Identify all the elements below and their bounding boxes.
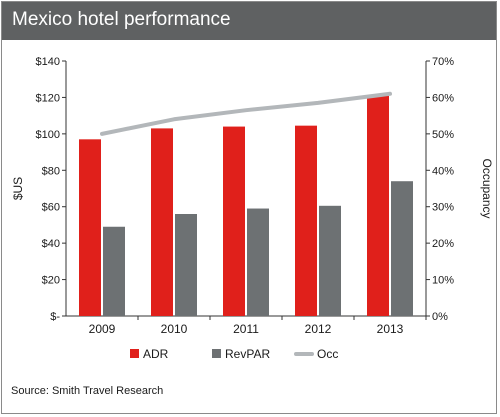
y-tick-label-left: $20	[42, 275, 60, 287]
legend-revpar-swatch	[212, 349, 221, 358]
x-tick-label: 2012	[305, 322, 332, 336]
y-tick-label-right: 50%	[432, 129, 454, 141]
y-tick-label-right: 20%	[432, 238, 454, 250]
y-axis-title-right: Occupancy	[480, 158, 494, 218]
bar-revpar-2010	[175, 214, 197, 316]
y-tick-label-left: $120	[36, 92, 60, 104]
bar-revpar-2009	[103, 226, 125, 316]
bar-revpar-2011	[247, 208, 269, 316]
bar-adr-2013	[367, 95, 389, 316]
bar-adr-2010	[151, 128, 173, 316]
line-occ	[100, 91, 392, 136]
y-tick-label-left: $80	[42, 165, 60, 177]
bar-revpar-2013	[391, 181, 413, 316]
bar-revpar-2012	[319, 205, 341, 316]
y-tick-label-left: $60	[42, 202, 60, 214]
y-tick-label-right: 60%	[432, 92, 454, 104]
x-tick-label: 2011	[233, 322, 259, 336]
bar-adr-2009	[79, 139, 101, 316]
bar-adr-2012	[295, 125, 317, 317]
y-axis-title-left: $US	[11, 177, 25, 200]
y-tick-label-right: 70%	[432, 56, 454, 68]
title-bar: Mexico hotel performance	[2, 2, 496, 40]
legend-adr-swatch	[130, 349, 139, 358]
legend-revpar-label: RevPAR	[225, 347, 270, 361]
y-tick-label-right: 40%	[432, 165, 454, 177]
chart-title: Mexico hotel performance	[12, 9, 231, 30]
y-tick-label-right: 10%	[432, 275, 454, 287]
y-tick-label-left: $100	[36, 129, 60, 141]
y-tick-label-right: 0%	[432, 311, 448, 323]
y-tick-label-left: $140	[36, 56, 60, 68]
legend-adr-label: ADR	[143, 347, 169, 361]
y-tick-label-right: 30%	[432, 202, 454, 214]
y-tick-label-left: $-	[50, 311, 60, 323]
source-note: Source: Smith Travel Research	[11, 385, 164, 397]
y-tick-label-left: $40	[42, 238, 60, 250]
bar-adr-2011	[223, 126, 245, 316]
x-tick-label: 2009	[89, 322, 116, 336]
x-tick-label: 2010	[161, 322, 188, 336]
legend-occ-label: Occ	[317, 347, 338, 361]
x-tick-label: 2013	[377, 322, 404, 336]
